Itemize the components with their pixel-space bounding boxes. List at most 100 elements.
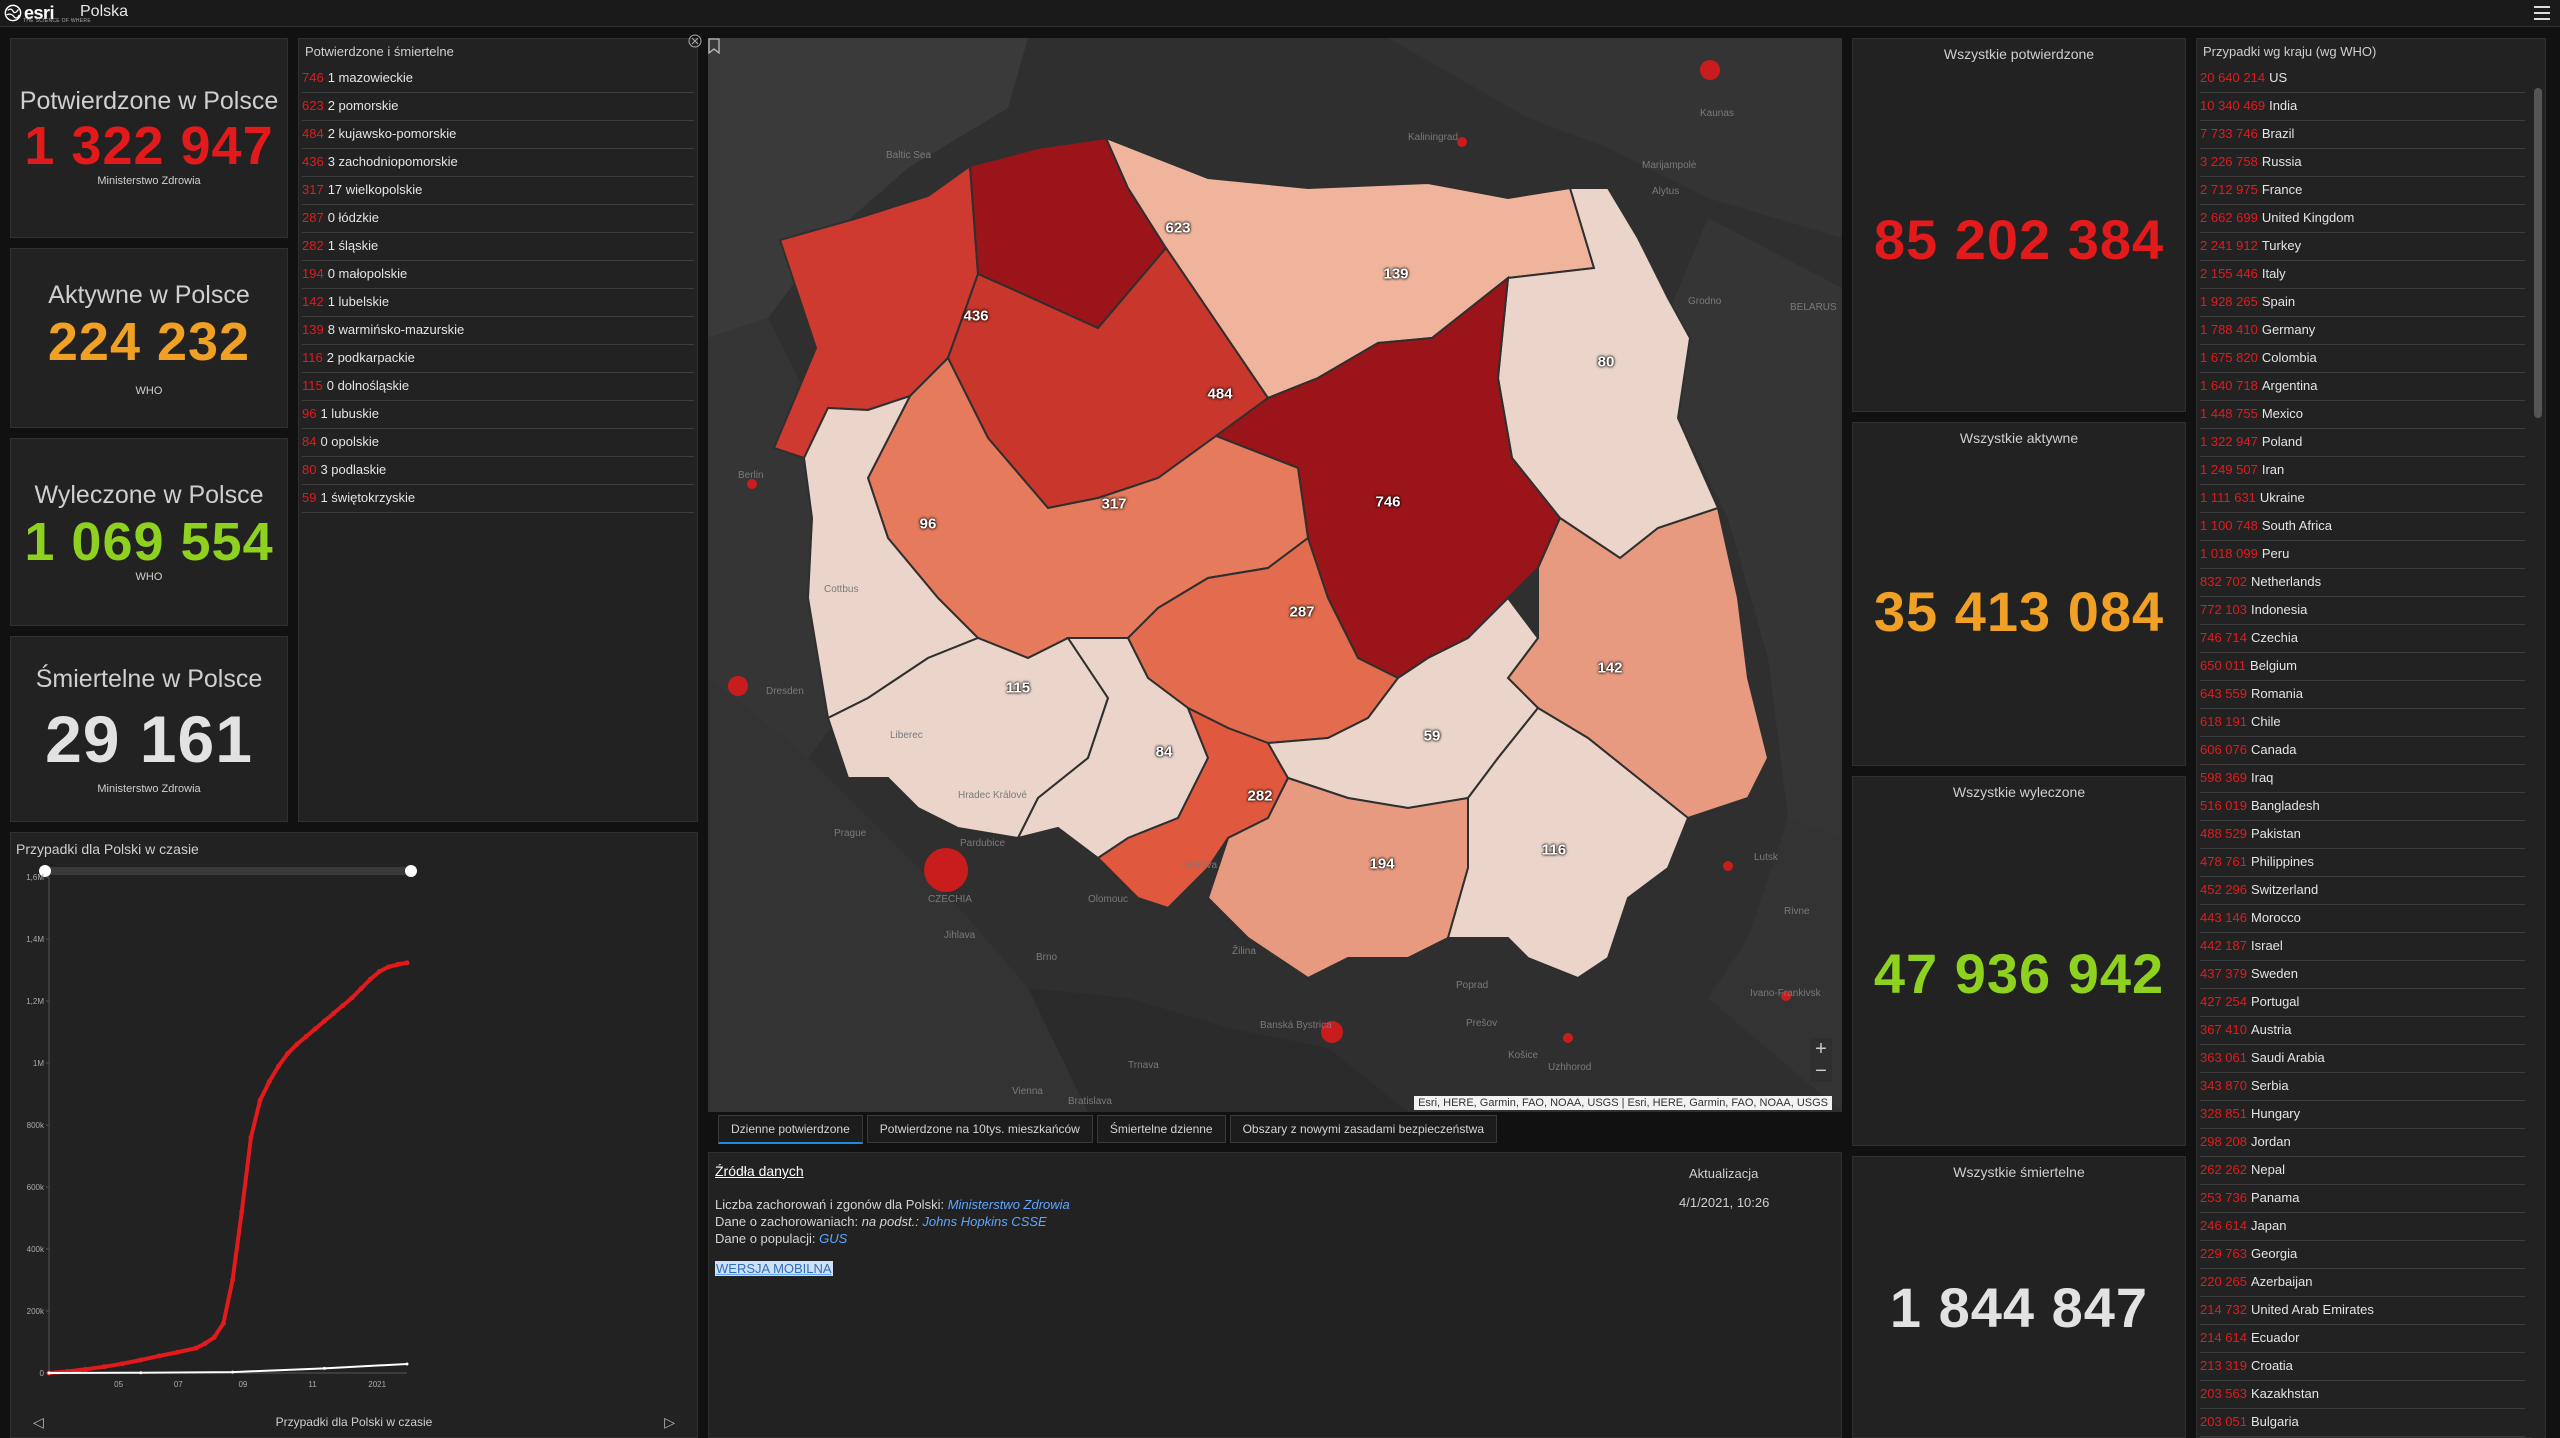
marker-circle[interactable] [1457, 137, 1467, 147]
marker-circle[interactable] [924, 848, 968, 892]
tab-confirmed-per-10k[interactable]: Potwierdzone na 10tys. mieszkańców [866, 1115, 1093, 1143]
country-row[interactable]: 328 851 Hungary [2200, 1101, 2525, 1129]
marker-circle[interactable] [747, 479, 757, 489]
country-row[interactable]: 10 340 469 India [2200, 93, 2525, 121]
map-canvas[interactable] [708, 38, 1842, 1112]
country-row[interactable]: 618 191 Chile [2200, 709, 2525, 737]
country-row[interactable]: 214 732 United Arab Emirates [2200, 1297, 2525, 1325]
region-row[interactable]: 115 0 dolnośląskie [302, 373, 694, 401]
region-row[interactable]: 80 3 podlaskie [302, 457, 694, 485]
country-row[interactable]: 298 208 Jordan [2200, 1129, 2525, 1157]
time-slider-handle-end[interactable] [405, 865, 417, 877]
country-row[interactable]: 253 736 Panama [2200, 1185, 2525, 1213]
source-link-jhu[interactable]: Johns Hopkins CSSE [922, 1214, 1047, 1229]
country-row[interactable]: 2 241 912 Turkey [2200, 233, 2525, 261]
country-row[interactable]: 363 061 Saudi Arabia [2200, 1045, 2525, 1073]
tab-daily-deaths[interactable]: Śmiertelne dzienne [1096, 1115, 1226, 1143]
scrollbar-thumb[interactable] [2534, 88, 2542, 418]
podkarpackie[interactable] [1446, 706, 1690, 980]
expand-icon[interactable] [688, 34, 702, 48]
country-row[interactable]: 203 563 Kazakhstan [2200, 1381, 2525, 1409]
country-row[interactable]: 1 448 755 Mexico [2200, 401, 2525, 429]
country-row[interactable]: 2 155 446 Italy [2200, 261, 2525, 289]
esri-logo[interactable]: esri [4, 1, 55, 25]
region-row[interactable]: 142 1 lubelskie [302, 289, 694, 317]
zoom-out-button[interactable]: − [1815, 1060, 1827, 1082]
country-row[interactable]: 598 369 Iraq [2200, 765, 2525, 793]
country-row[interactable]: 203 051 Bulgaria [2200, 1409, 2525, 1437]
source-link-ministry[interactable]: Ministerstwo Zdrowia [947, 1197, 1070, 1212]
source-link-gus[interactable]: GUS [819, 1231, 848, 1246]
country-row[interactable]: 1 322 947 Poland [2200, 429, 2525, 457]
bookmark-icon[interactable] [708, 38, 720, 54]
mobile-version-link[interactable]: WERSJA MOBILNA [715, 1261, 833, 1276]
country-row[interactable]: 3 226 758 Russia [2200, 149, 2525, 177]
country-row[interactable]: 443 146 Morocco [2200, 905, 2525, 933]
country-row[interactable]: 1 928 265 Spain [2200, 289, 2525, 317]
countries-scrollbar[interactable] [2532, 88, 2544, 1438]
region-row[interactable]: 96 1 lubuskie [302, 401, 694, 429]
region-row[interactable]: 116 2 podkarpackie [302, 345, 694, 373]
country-row[interactable]: 442 187 Israel [2200, 933, 2525, 961]
country-row[interactable]: 2 712 975 France [2200, 177, 2525, 205]
map-view[interactable]: Kaliningrad Baltic Sea Kaunas Marijampol… [708, 38, 1842, 1112]
country-row[interactable]: 832 702 Netherlands [2200, 569, 2525, 597]
time-slider-handle-start[interactable] [39, 865, 51, 877]
chart-prev-arrow-icon[interactable]: ◁ [33, 1414, 44, 1430]
country-row[interactable]: 262 262 Nepal [2200, 1157, 2525, 1185]
country-row[interactable]: 606 076 Canada [2200, 737, 2525, 765]
region-row[interactable]: 194 0 małopolskie [302, 261, 694, 289]
hamburger-menu-icon[interactable] [2534, 6, 2550, 20]
country-row[interactable]: 1 675 820 Colombia [2200, 345, 2525, 373]
region-row[interactable]: 59 1 świętokrzyskie [302, 485, 694, 513]
countries-list[interactable]: 20 640 214 US 10 340 469 India 7 733 746 Braz… [2200, 65, 2525, 1437]
country-row[interactable]: 214 614 Ecuador [2200, 1325, 2525, 1353]
region-row[interactable]: 623 2 pomorskie [302, 93, 694, 121]
region-row[interactable]: 484 2 kujawsko-pomorskie [302, 121, 694, 149]
country-row[interactable]: 746 714 Czechia [2200, 625, 2525, 653]
country-row[interactable]: 343 870 Serbia [2200, 1073, 2525, 1101]
country-row[interactable]: 20 640 214 US [2200, 65, 2525, 93]
country-row[interactable]: 1 100 748 South Africa [2200, 513, 2525, 541]
marker-circle[interactable] [728, 676, 748, 696]
marker-circle[interactable] [1563, 1033, 1573, 1043]
country-row[interactable]: 213 319 Croatia [2200, 1353, 2525, 1381]
country-row[interactable]: 437 379 Sweden [2200, 961, 2525, 989]
country-row[interactable]: 246 614 Japan [2200, 1213, 2525, 1241]
marker-circle[interactable] [1700, 60, 1720, 80]
country-row[interactable]: 1 640 718 Argentina [2200, 373, 2525, 401]
tab-daily-confirmed[interactable]: Dzienne potwierdzone [718, 1115, 863, 1144]
chart-plot[interactable]: 0 200k 400k 600k 800k 1M 1,2M 1,4M 1,6M 05 07 09 11 2… [11, 833, 697, 1437]
country-row[interactable]: 1 249 507 Iran [2200, 457, 2525, 485]
malopolskie[interactable] [1206, 776, 1469, 980]
chart-next-arrow-icon[interactable]: ▷ [664, 1414, 675, 1430]
region-row[interactable]: 84 0 opolskie [302, 429, 694, 457]
region-row[interactable]: 436 3 zachodniopomorskie [302, 149, 694, 177]
region-row[interactable]: 139 8 warmińsko-mazurskie [302, 317, 694, 345]
country-row[interactable]: 488 529 Pakistan [2200, 821, 2525, 849]
marker-circle[interactable] [1321, 1021, 1343, 1043]
region-row[interactable]: 317 17 wielkopolskie [302, 177, 694, 205]
country-row[interactable]: 516 019 Bangladesh [2200, 793, 2525, 821]
country-row[interactable]: 2 662 699 United Kingdom [2200, 205, 2525, 233]
country-row[interactable]: 643 559 Romania [2200, 681, 2525, 709]
zoom-in-button[interactable]: + [1815, 1038, 1827, 1060]
country-row[interactable]: 452 296 Switzerland [2200, 877, 2525, 905]
country-row[interactable]: 220 265 Azerbaijan [2200, 1269, 2525, 1297]
region-row[interactable]: 746 1 mazowieckie [302, 65, 694, 93]
region-row[interactable]: 287 0 łódzkie [302, 205, 694, 233]
country-row[interactable]: 478 761 Philippines [2200, 849, 2525, 877]
marker-circle[interactable] [1781, 991, 1791, 1001]
country-row[interactable]: 1 018 099 Peru [2200, 541, 2525, 569]
marker-circle[interactable] [1723, 861, 1733, 871]
country-row[interactable]: 229 763 Georgia [2200, 1241, 2525, 1269]
country-row[interactable]: 7 733 746 Brazil [2200, 121, 2525, 149]
region-row[interactable]: 282 1 śląskie [302, 233, 694, 261]
country-row[interactable]: 1 111 631 Ukraine [2200, 485, 2525, 513]
country-row[interactable]: 1 788 410 Germany [2200, 317, 2525, 345]
country-row[interactable]: 367 410 Austria [2200, 1017, 2525, 1045]
country-row[interactable]: 427 254 Portugal [2200, 989, 2525, 1017]
country-row[interactable]: 772 103 Indonesia [2200, 597, 2525, 625]
country-row[interactable]: 650 011 Belgium [2200, 653, 2525, 681]
tab-new-safety-zones[interactable]: Obszary z nowymi zasadami bezpieczeństwa [1229, 1115, 1498, 1143]
